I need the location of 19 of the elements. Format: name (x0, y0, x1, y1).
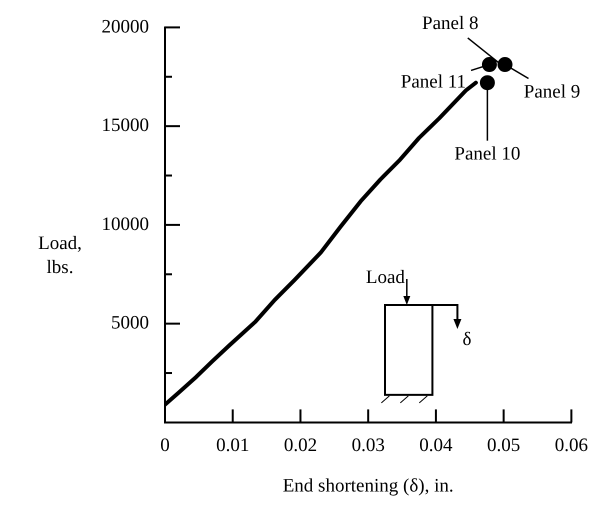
x-tick-label: 0.03 (352, 434, 385, 456)
y-tick-label: 5000 (111, 312, 149, 334)
annotation: Load (366, 266, 405, 289)
x-tick-label: 0.05 (487, 434, 520, 456)
annotation: Panel 11 (400, 72, 466, 93)
x-tick-label: 0.02 (284, 434, 318, 456)
annotation: Panel 10 (454, 144, 520, 165)
x-tick-label: 0.01 (216, 434, 250, 456)
y-tick-label: 15000 (102, 115, 149, 136)
x-tick-label: 0.04 (419, 434, 454, 456)
x-tick-label: 0 (160, 434, 170, 456)
annotation: Panel 9 (524, 82, 580, 103)
x-axis-title: End shortening (δ), in. (282, 476, 454, 497)
y-axis-title: Load, lbs. (37, 232, 83, 280)
annotation: δ (462, 328, 472, 351)
y-tick-label: 10000 (102, 214, 149, 235)
y-tick-label: 20000 (102, 16, 149, 38)
x-tick-label: 0.06 (554, 434, 588, 456)
annotation: Panel 8 (422, 12, 478, 34)
